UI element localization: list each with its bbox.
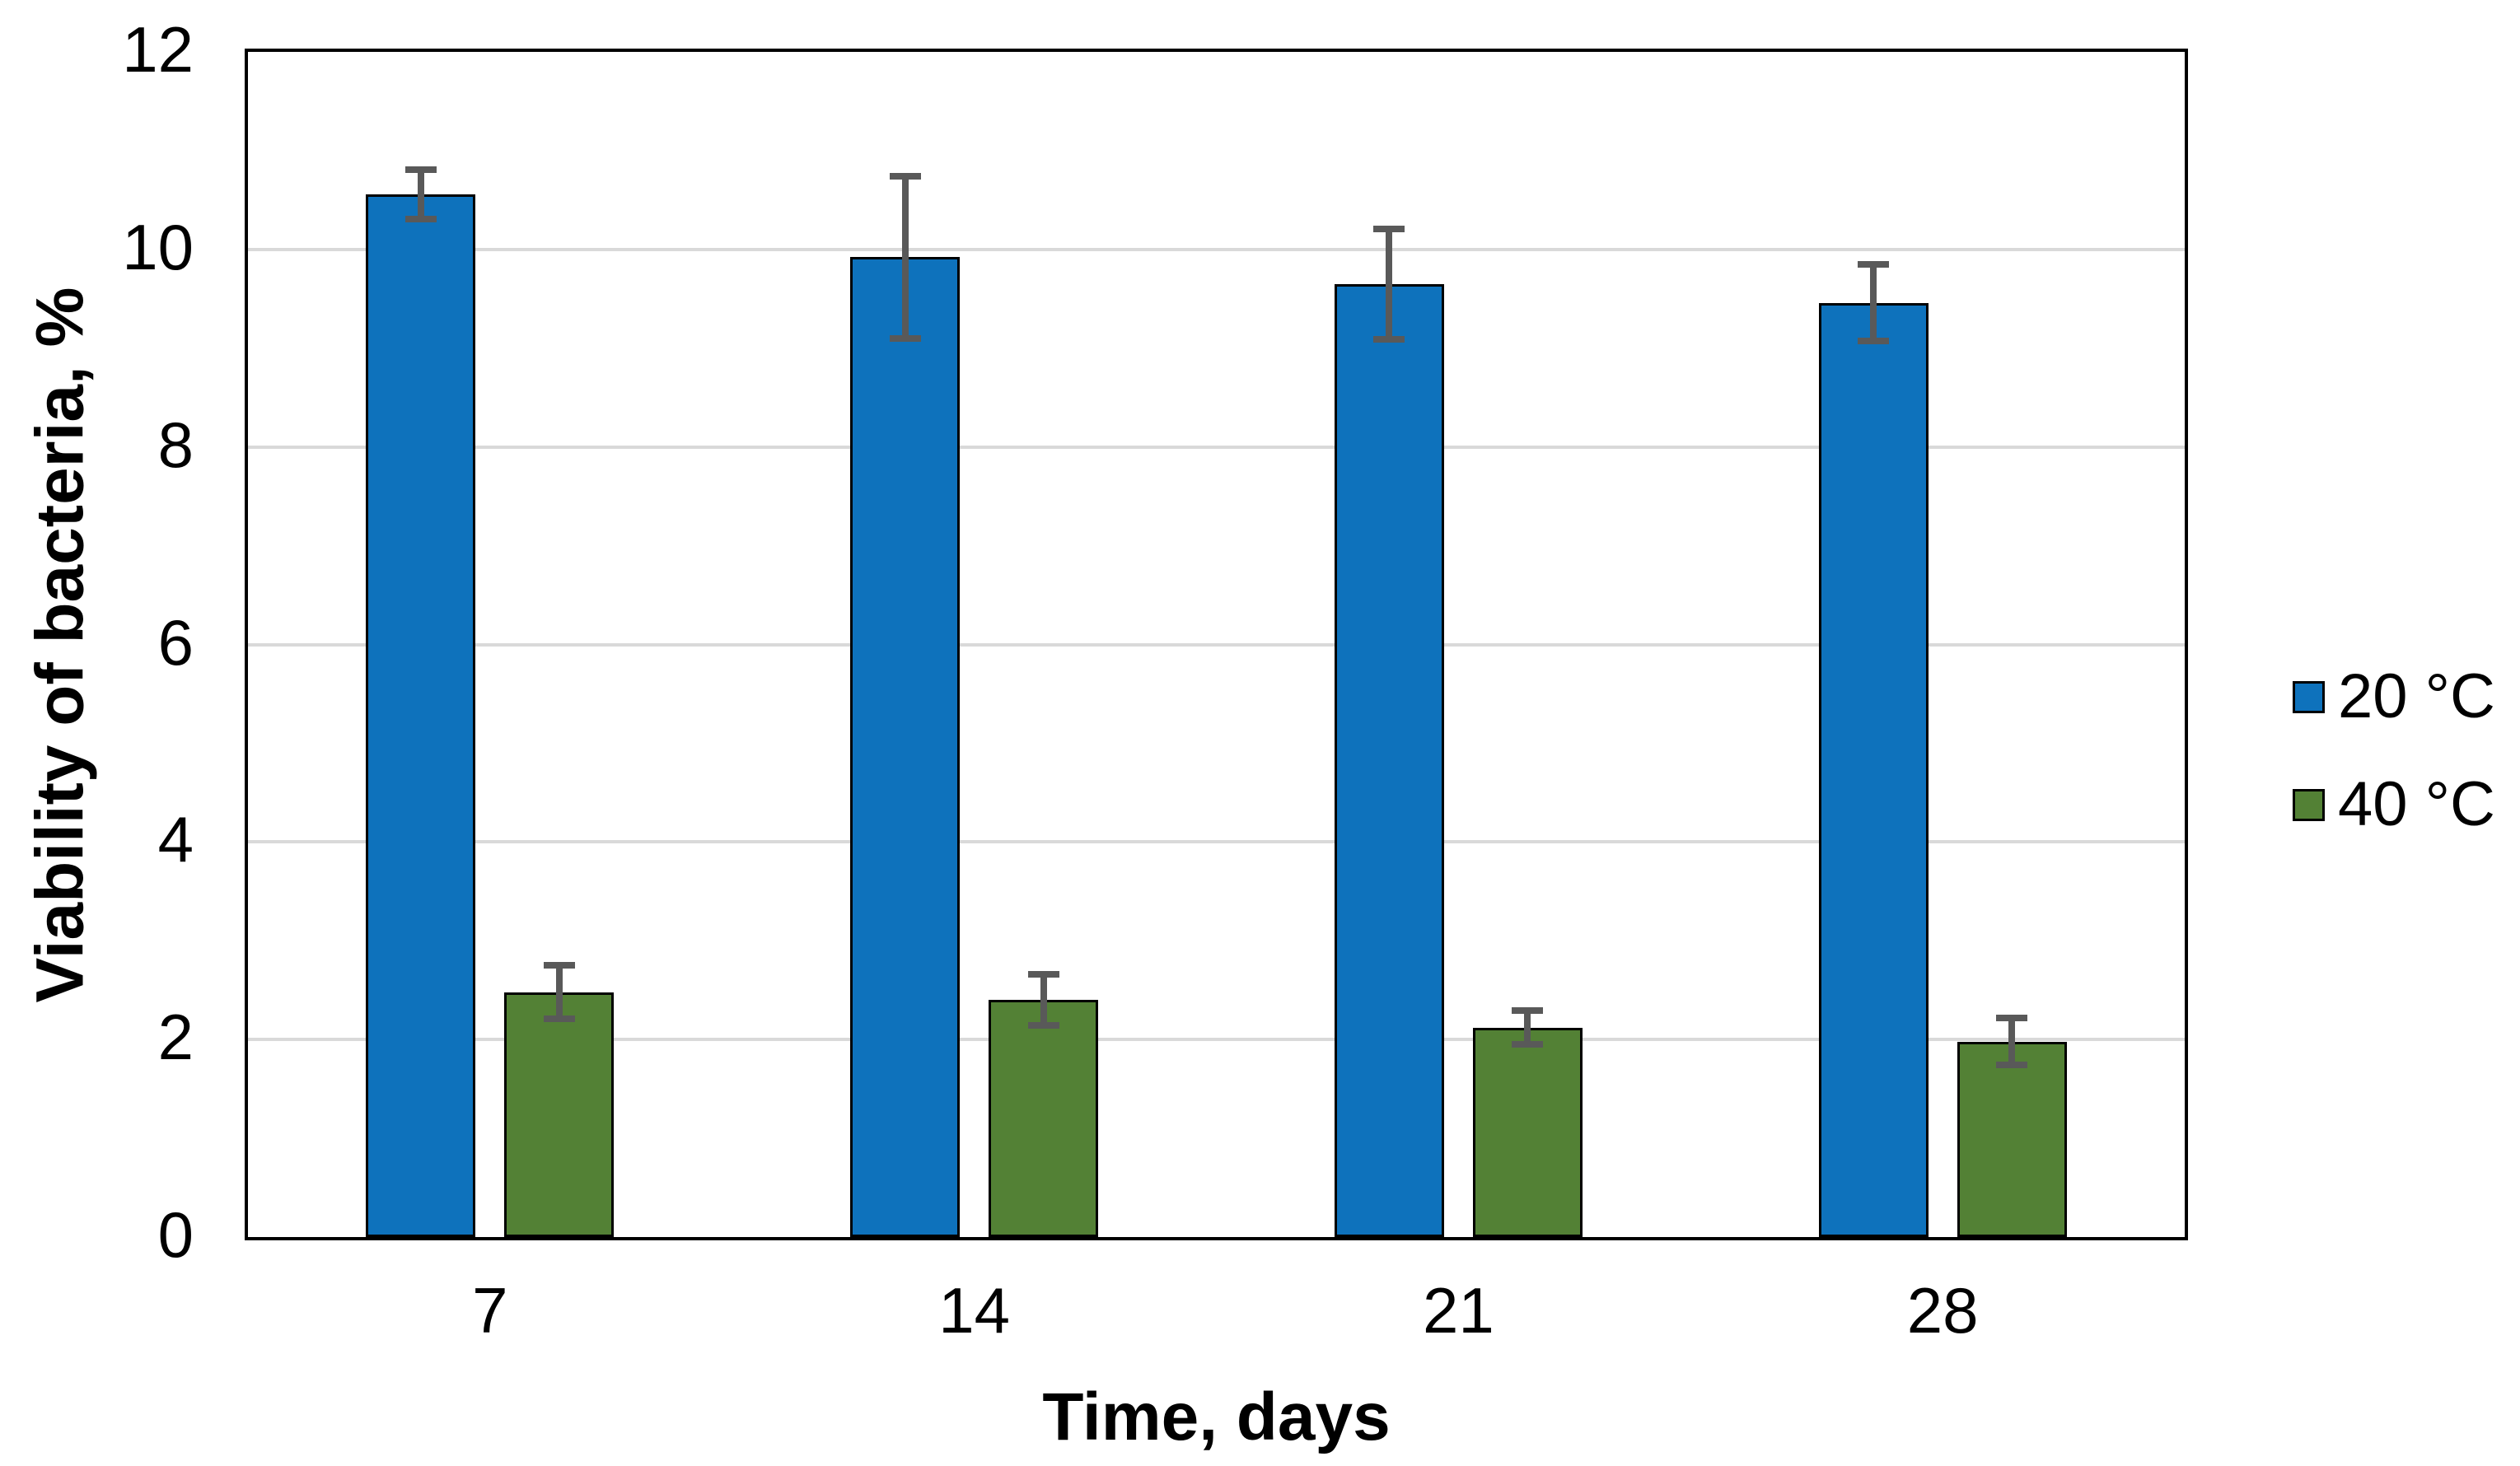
bar-40C-day21 [1472, 1027, 1583, 1237]
legend-label: 20 °C [2338, 661, 2495, 731]
legend-label: 40 °C [2338, 769, 2495, 839]
error-bar-line [1870, 264, 1877, 342]
bar-20C-day21 [1334, 283, 1444, 1237]
bar-40C-day28 [1957, 1041, 2067, 1237]
legend-item-20C: 20 °C [2293, 665, 2495, 728]
gridline-y10 [248, 247, 2185, 251]
error-bar-cap [1373, 225, 1405, 232]
error-bar-line [417, 169, 424, 219]
legend-swatch [2293, 788, 2325, 821]
gridline-y6 [248, 642, 2185, 647]
bar-40C-day14 [989, 1000, 1099, 1237]
error-bar-cap [1027, 1022, 1059, 1029]
error-bar-cap [1858, 338, 1890, 345]
error-bar-cap [889, 173, 921, 180]
legend: 20 °C 40 °C [2293, 665, 2495, 836]
error-bar-line [555, 965, 563, 1019]
error-bar-cap [1996, 1062, 2028, 1069]
x-tick-label-21: 21 [1422, 1274, 1494, 1347]
error-bar-cap [543, 962, 575, 969]
bar-20C-day28 [1818, 302, 1929, 1237]
x-axis-title: Time, days [1042, 1380, 1391, 1454]
y-tick-label-12: 12 [122, 12, 194, 86]
error-bar-cap [1996, 1014, 2028, 1021]
error-bar-cap [1512, 1041, 1544, 1048]
y-tick-label-10: 10 [122, 210, 194, 283]
error-bar-line [1040, 974, 1047, 1026]
gridline-y8 [248, 445, 2185, 449]
plot-area [245, 49, 2188, 1240]
gridline-y4 [248, 840, 2185, 844]
error-bar-line [901, 176, 909, 338]
error-bar-cap [404, 166, 437, 173]
bar-40C-day7 [504, 992, 615, 1237]
error-bar-cap [404, 215, 437, 222]
error-bar-cap [543, 1015, 575, 1022]
bar-20C-day7 [366, 194, 476, 1237]
error-bar-cap [1858, 260, 1890, 268]
error-bar-line [2008, 1017, 2016, 1066]
legend-item-40C: 40 °C [2293, 773, 2495, 836]
error-bar-cap [1373, 335, 1405, 343]
error-bar-cap [1512, 1007, 1544, 1015]
y-tick-label-2: 2 [157, 1001, 194, 1074]
y-tick-label-6: 6 [157, 605, 194, 679]
x-tick-label-14: 14 [938, 1274, 1010, 1347]
y-tick-label-8: 8 [157, 408, 194, 481]
y-tick-label-4: 4 [157, 803, 194, 876]
gridline-y2 [248, 1038, 2185, 1042]
x-tick-label-28: 28 [1906, 1274, 1979, 1347]
error-bar-cap [889, 334, 921, 342]
error-bar-line [1386, 228, 1393, 339]
y-tick-label-0: 0 [157, 1198, 194, 1271]
error-bar-line [1524, 1011, 1531, 1045]
error-bar-cap [1027, 971, 1059, 978]
bar-20C-day14 [850, 257, 961, 1237]
legend-swatch [2293, 680, 2325, 713]
x-tick-label-7: 7 [472, 1274, 508, 1347]
